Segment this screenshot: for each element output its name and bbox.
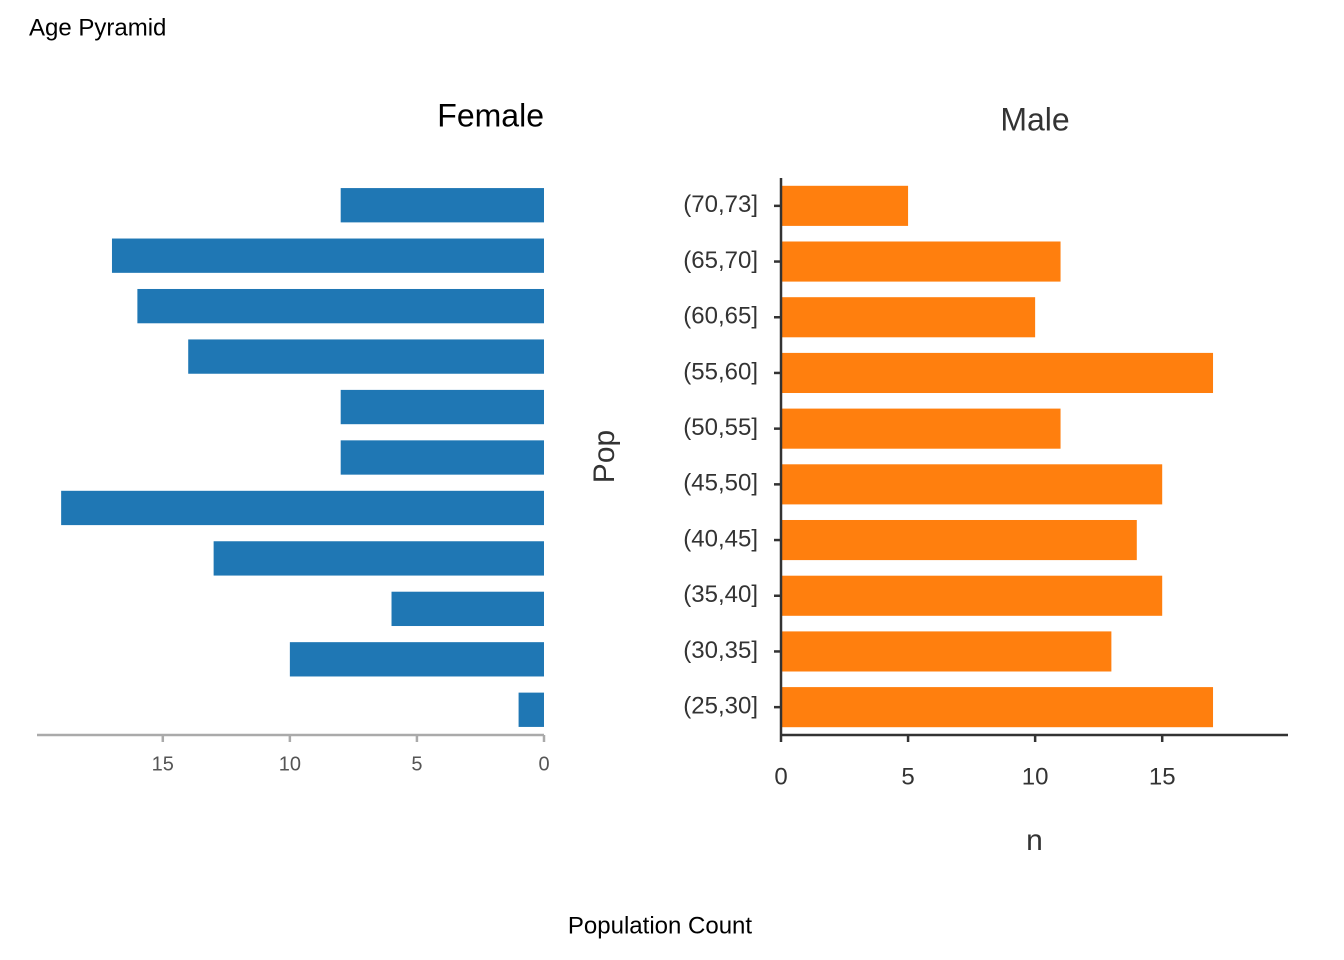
x-axis-label: Population Count [568,912,752,939]
bar [518,692,544,727]
bar [289,642,544,677]
y-tick-label: (35,40] [683,581,758,608]
bar [781,185,909,226]
bar [61,490,545,526]
bar [781,575,1163,616]
x-axis-title: n [1026,824,1043,857]
bar [213,541,544,576]
y-axis-title: Pop [588,430,621,483]
y-tick-label: (45,50] [683,470,758,497]
panel-title: Male [1000,101,1069,137]
bar [781,297,1036,338]
y-tick-label: (40,45] [683,525,758,552]
bar [781,352,1214,394]
bar [340,440,544,475]
y-tick-label: (60,65] [683,303,758,330]
y-tick-label: (70,73] [683,191,758,218]
bar [340,389,544,425]
bar [781,464,1163,505]
bar [137,288,544,324]
x-tick-label: 15 [1149,763,1176,790]
bar [188,339,545,374]
y-tick-label: (65,70] [683,247,758,274]
bar [111,238,545,273]
y-tick-label: (25,30] [683,692,758,719]
panel-title: Female [437,97,544,133]
bar [781,687,1214,728]
x-tick-label: 0 [774,763,787,790]
y-tick-label: (55,60] [683,358,758,385]
y-tick-label: (50,55] [683,414,758,441]
x-tick-label: 5 [411,753,422,775]
y-tick-label: (30,35] [683,637,758,664]
x-tick-label: 5 [901,763,914,790]
x-tick-label: 10 [1022,763,1049,790]
bar [781,631,1112,672]
bar [340,188,544,223]
page-title: Age Pyramid [29,14,166,41]
bar [781,241,1061,282]
bar [391,591,544,627]
x-tick-label: 15 [152,753,174,775]
x-tick-label: 10 [279,753,301,775]
bar [781,519,1137,561]
x-tick-label: 0 [538,753,549,775]
bar [781,408,1061,449]
